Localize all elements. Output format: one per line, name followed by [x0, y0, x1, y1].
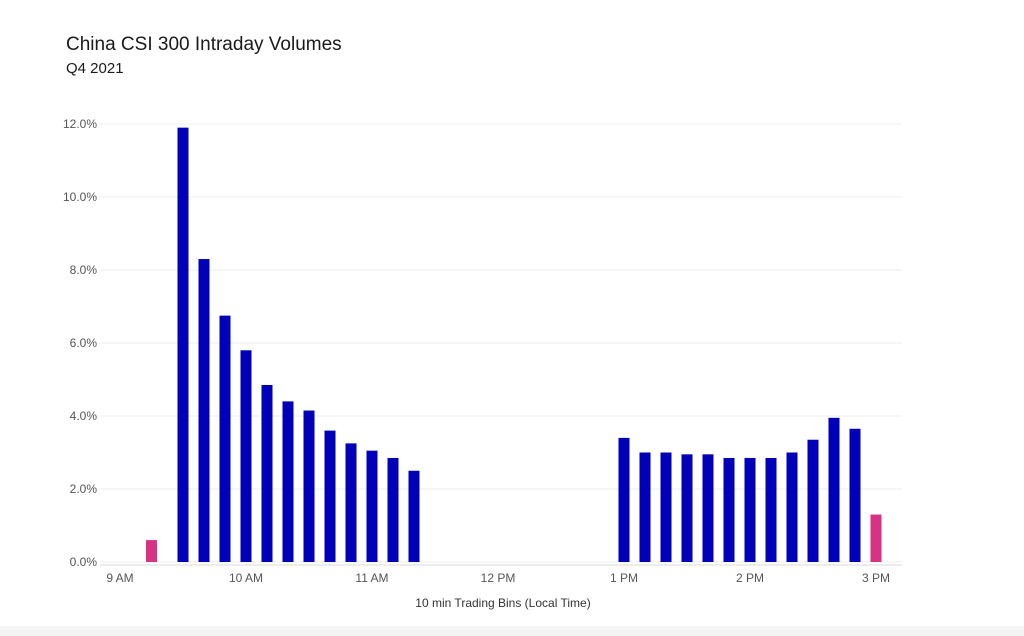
bar: [744, 457, 756, 562]
x-tick-label: 11 AM: [355, 571, 388, 585]
x-tick-label: 3 PM: [862, 571, 890, 585]
bar: [702, 454, 714, 562]
bar: [345, 443, 357, 562]
bar: [660, 452, 672, 562]
bar: [681, 454, 693, 562]
x-tick-label: 2 PM: [736, 571, 764, 585]
x-tick-label: 10 AM: [229, 571, 263, 585]
bar: [387, 457, 399, 562]
bar: [261, 384, 273, 562]
y-tick-label: 8.0%: [70, 263, 98, 277]
y-tick-label: 2.0%: [70, 482, 98, 496]
y-tick-label: 10.0%: [63, 190, 97, 204]
bar: [240, 350, 252, 562]
bar: [849, 428, 861, 562]
bar: [219, 315, 231, 562]
bar: [146, 540, 157, 562]
bar: [282, 401, 294, 562]
bar: [303, 410, 315, 562]
chart-title: China CSI 300 Intraday Volumes: [66, 34, 342, 55]
bar: [366, 450, 378, 562]
y-axis-ticks: 0.0% 2.0% 4.0% 6.0% 8.0% 10.0% 12.0%: [63, 117, 97, 569]
footer-strip: [0, 626, 1024, 636]
bar: [807, 439, 819, 562]
y-tick-label: 4.0%: [70, 409, 98, 423]
x-tick-label: 12 PM: [481, 571, 516, 585]
y-tick-label: 12.0%: [63, 117, 97, 131]
bars: [146, 127, 882, 563]
x-tick-label: 9 AM: [106, 571, 133, 585]
y-tick-label: 6.0%: [70, 336, 98, 350]
chart-subtitle: Q4 2021: [66, 60, 124, 77]
bar: [639, 452, 651, 562]
x-axis-title: 10 min Trading Bins (Local Time): [415, 596, 590, 610]
x-tick-label: 1 PM: [610, 571, 638, 585]
bar: [828, 417, 840, 562]
bar: [198, 259, 210, 562]
y-tick-label: 0.0%: [70, 555, 98, 569]
bar: [765, 457, 777, 562]
bar: [870, 514, 882, 562]
bar: [723, 457, 735, 562]
bar: [618, 437, 630, 562]
bar: [324, 430, 336, 562]
x-axis-ticks: 9 AM 10 AM 11 AM 12 PM 1 PM 2 PM 3 PM: [106, 571, 890, 585]
bar: [786, 452, 798, 562]
bar: [177, 127, 189, 563]
bar: [408, 470, 420, 562]
